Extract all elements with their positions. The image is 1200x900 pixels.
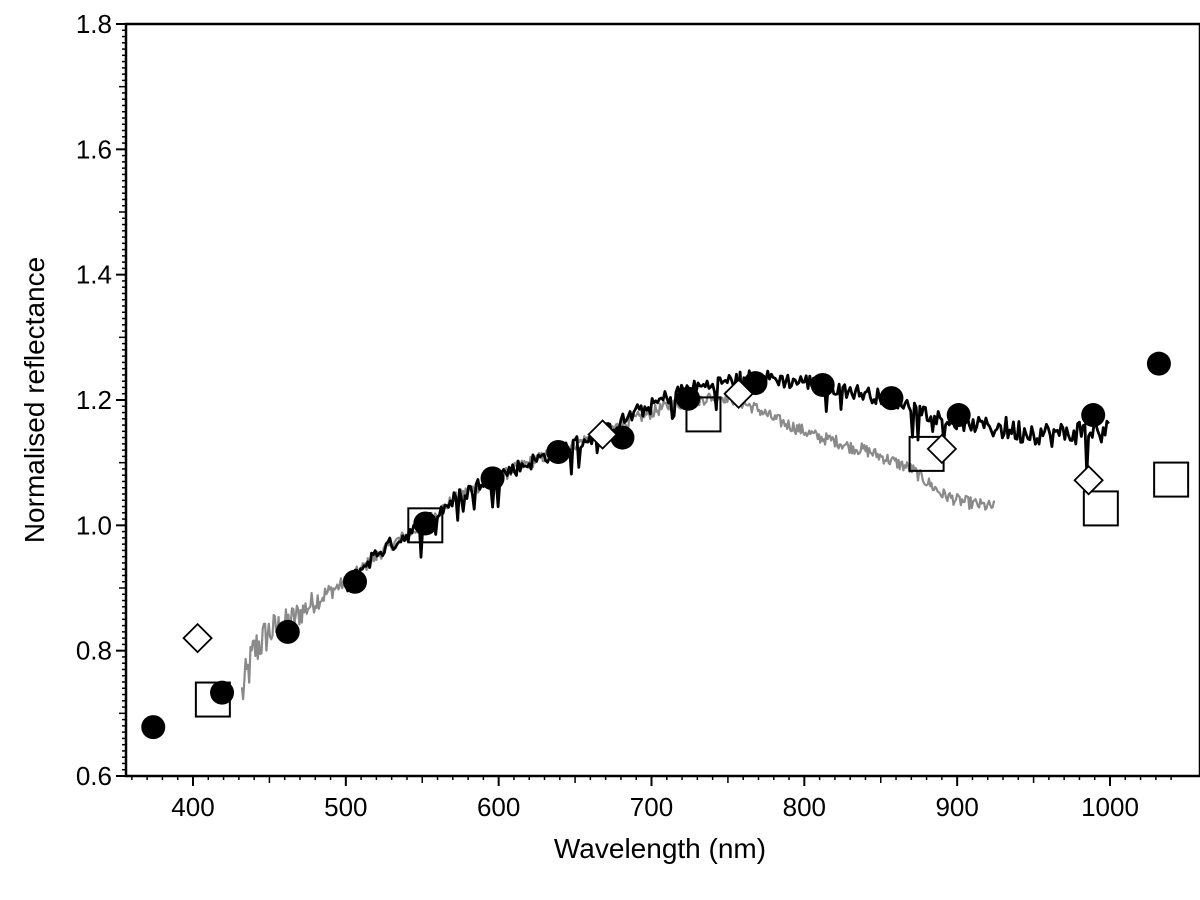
spectrum-lines (240, 369, 1110, 701)
open-square-point (407, 507, 444, 544)
black-spectrum-line (344, 369, 1110, 593)
filled-circle-point (210, 680, 235, 705)
filled-circle-point (413, 511, 438, 536)
open-square-point (194, 681, 231, 718)
open-square-point (1082, 490, 1119, 527)
x-axis-ticks: 400 500 600 700 800 900 1000 (171, 776, 1139, 822)
x-tick-label: 400 (171, 792, 214, 822)
y-axis-label: Normalised reflectance (19, 257, 50, 543)
open-square-point (1153, 461, 1190, 498)
filled-circle-point (1081, 403, 1106, 428)
y-tick-label: 0.6 (76, 761, 112, 791)
x-tick-label: 700 (630, 792, 673, 822)
y-tick-label: 1.6 (76, 134, 112, 164)
open-square-point (685, 396, 722, 433)
filled-circle-point (141, 715, 166, 740)
y-axis-ticks: 0.6 0.8 1.0 1.2 1.4 1.6 1.8 (76, 9, 126, 791)
filled-circle-point (676, 386, 701, 411)
marker-points (141, 351, 1190, 740)
open-diamond-point (926, 433, 958, 465)
filled-circle-point (275, 619, 300, 644)
filled-circle-point (879, 386, 904, 411)
open-diamond-point (1073, 464, 1104, 496)
x-axis-label: Wavelength (nm) (554, 833, 766, 864)
filled-circle-point (743, 371, 768, 396)
filled-circle-point (610, 425, 635, 450)
open-diamond-point (587, 419, 618, 450)
y-tick-label: 1.2 (76, 385, 112, 415)
x-tick-label: 800 (783, 792, 826, 822)
open-diamond-point (723, 378, 754, 410)
x-tick-label: 500 (324, 792, 367, 822)
x-tick-label: 900 (935, 792, 978, 822)
y-tick-label: 1.0 (76, 510, 112, 540)
x-tick-label: 1000 (1081, 792, 1139, 822)
y-tick-label: 1.8 (76, 9, 112, 39)
y-tick-label: 1.4 (76, 260, 112, 290)
filled-circle-point (546, 440, 571, 465)
x-tick-label: 600 (477, 792, 520, 822)
filled-circle-point (343, 569, 368, 594)
filled-circle-point (810, 372, 835, 397)
y-tick-label: 0.8 (76, 636, 112, 666)
filled-circle-point (1146, 351, 1171, 376)
open-diamond-point (182, 622, 213, 654)
filled-circle-point (946, 403, 971, 428)
filled-circle-point (480, 466, 505, 491)
plot-area (141, 351, 1190, 740)
minor-ticks (119, 29, 1172, 783)
